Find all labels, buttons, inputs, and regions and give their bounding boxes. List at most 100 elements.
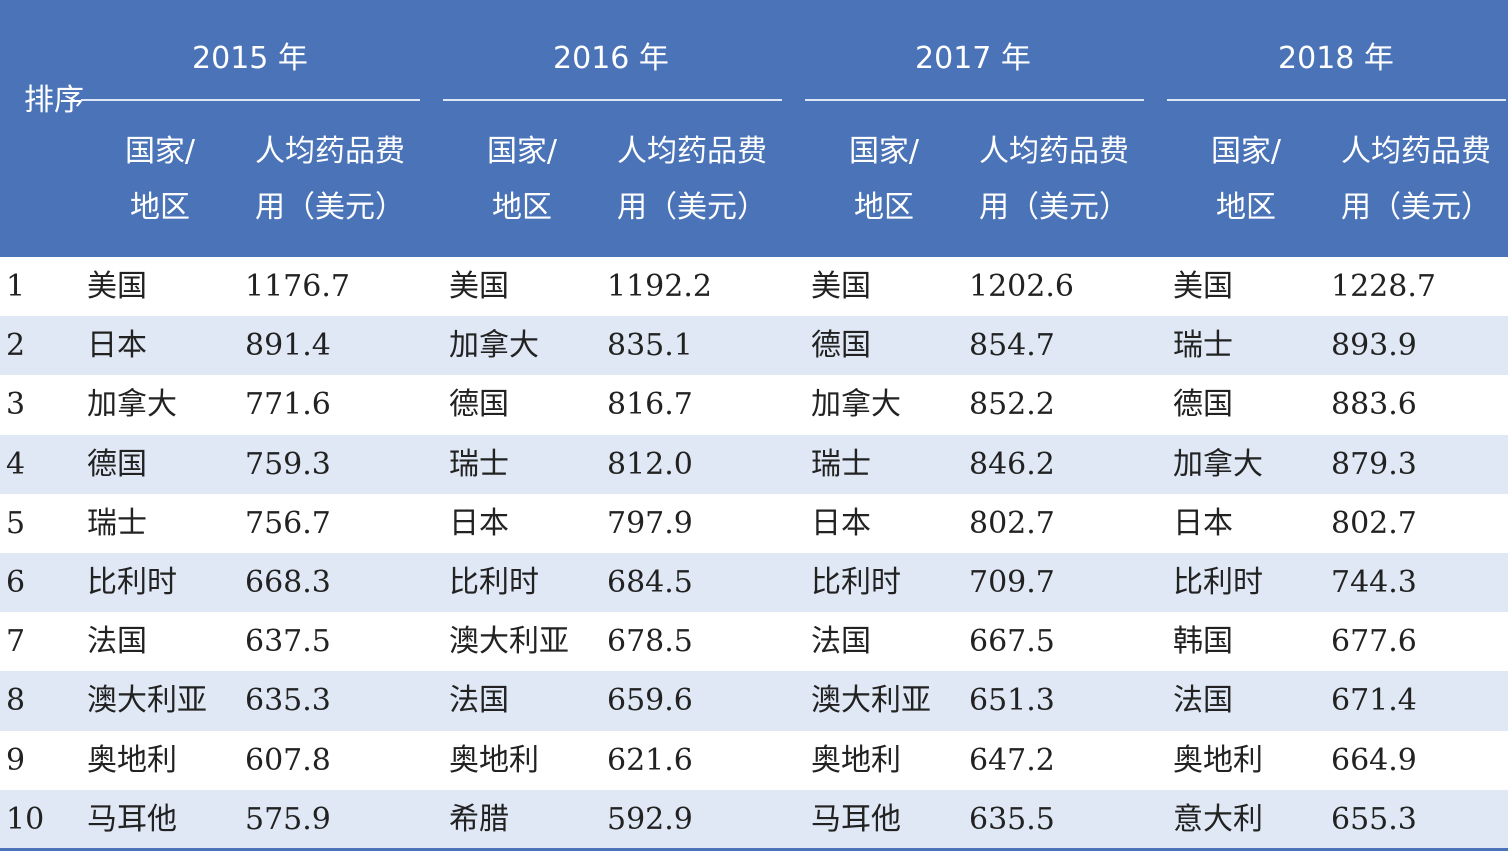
rank-cell: 10: [6, 801, 45, 837]
value-cell: 797.9: [607, 505, 693, 541]
value-cell: 744.3: [1331, 564, 1417, 600]
header-divider: [1167, 99, 1506, 101]
value-cell: 756.7: [245, 505, 331, 541]
country-cell: 澳大利亚: [811, 683, 931, 719]
value-header-line1: 人均药品费: [979, 134, 1129, 169]
value-column-header: 人均药品费 用（美元）: [240, 124, 420, 236]
country-cell: 加拿大: [1173, 446, 1263, 482]
country-header-line1: 国家/: [848, 134, 920, 169]
country-cell: 瑞士: [87, 505, 147, 541]
country-header-line2: 地区: [130, 190, 190, 225]
value-cell: 771.6: [245, 387, 331, 423]
value-cell: 709.7: [969, 564, 1055, 600]
country-cell: 德国: [1173, 387, 1233, 423]
value-header-line2: 用（美元）: [617, 190, 767, 225]
value-cell: 607.8: [245, 742, 331, 778]
value-header-line2: 用（美元）: [979, 190, 1129, 225]
country-cell: 瑞士: [449, 446, 509, 482]
country-cell: 美国: [449, 269, 509, 304]
country-cell: 奥地利: [811, 742, 901, 778]
country-cell: 法国: [87, 624, 147, 660]
country-header-line1: 国家/: [486, 134, 558, 169]
value-header-line1: 人均药品费: [255, 134, 405, 169]
country-cell: 日本: [87, 328, 147, 364]
country-cell: 美国: [811, 269, 871, 304]
country-cell: 德国: [811, 328, 871, 364]
table-bottom-rule: [0, 848, 1508, 851]
rank-cell: 1: [6, 269, 26, 304]
value-cell: 659.6: [607, 683, 693, 719]
country-cell: 加拿大: [811, 387, 901, 423]
country-cell: 德国: [87, 446, 147, 482]
country-cell: 加拿大: [87, 387, 177, 423]
value-cell: 635.5: [969, 801, 1055, 837]
table-row: 8 澳大利亚 635.3 法国 659.6 澳大利亚 651.3 法国 671.4: [0, 671, 1508, 731]
country-cell: 瑞士: [811, 446, 871, 482]
value-cell: 879.3: [1331, 446, 1417, 482]
value-cell: 655.3: [1331, 801, 1417, 837]
value-cell: 667.5: [969, 624, 1055, 660]
country-cell: 比利时: [1173, 564, 1263, 600]
year-2017-header: 2017 年: [915, 41, 1031, 76]
rank-cell: 5: [6, 505, 26, 541]
country-column-header: 国家/ 地区: [1186, 124, 1306, 236]
table-row: 3 加拿大 771.6 德国 816.7 加拿大 852.2 德国 883.6: [0, 375, 1508, 434]
rank-cell: 8: [6, 683, 26, 719]
country-header-line2: 地区: [492, 190, 552, 225]
country-cell: 法国: [811, 624, 871, 660]
table-row: 10 马耳他 575.9 希腊 592.9 马耳他 635.5 意大利 655.3: [0, 789, 1508, 849]
value-cell: 846.2: [969, 446, 1055, 482]
rank-cell: 2: [6, 328, 26, 364]
country-cell: 澳大利亚: [87, 683, 207, 719]
country-cell: 韩国: [1173, 624, 1233, 660]
value-column-header: 人均药品费 用（美元）: [964, 124, 1144, 236]
table-row: 4 德国 759.3 瑞士 812.0 瑞士 846.2 加拿大 879.3: [0, 434, 1508, 494]
country-cell: 马耳他: [811, 801, 901, 837]
value-cell: 802.7: [1331, 505, 1417, 541]
country-cell: 德国: [449, 387, 509, 423]
value-cell: 671.4: [1331, 683, 1417, 719]
value-cell: 852.2: [969, 387, 1055, 423]
value-cell: 647.2: [969, 742, 1055, 778]
table-row: 7 法国 637.5 澳大利亚 678.5 法国 667.5 韩国 677.6: [0, 612, 1508, 671]
country-cell: 马耳他: [87, 801, 177, 837]
country-cell: 希腊: [449, 801, 509, 837]
value-cell: 883.6: [1331, 387, 1417, 423]
value-column-header: 人均药品费 用（美元）: [1326, 124, 1506, 236]
value-header-line2: 用（美元）: [1341, 190, 1491, 225]
header-divider: [81, 99, 420, 101]
value-cell: 854.7: [969, 328, 1055, 364]
country-cell: 法国: [1173, 683, 1233, 719]
header-divider: [443, 99, 782, 101]
value-cell: 684.5: [607, 564, 693, 600]
year-2018-header: 2018 年: [1278, 41, 1394, 76]
value-cell: 759.3: [245, 446, 331, 482]
value-cell: 1192.2: [607, 269, 712, 304]
rank-header: 排序: [24, 73, 84, 129]
year-2015-header: 2015 年: [192, 41, 308, 76]
value-cell: 1176.7: [245, 269, 350, 304]
rank-cell: 9: [6, 742, 26, 778]
value-cell: 637.5: [245, 624, 331, 660]
country-cell: 日本: [449, 505, 509, 541]
rank-cell: 7: [6, 624, 26, 660]
value-cell: 891.4: [245, 328, 331, 364]
value-cell: 664.9: [1331, 742, 1417, 778]
table-header: 排序 2015 年 2016 年 2017 年 2018 年 国家/ 地区 人均…: [0, 0, 1508, 257]
table-body: 1 美国 1176.7 美国 1192.2 美国 1202.6 美国 1228.7 2 日本 891.…: [0, 257, 1508, 849]
country-header-line1: 国家/: [1210, 134, 1282, 169]
country-cell: 意大利: [1173, 801, 1263, 837]
value-cell: 621.6: [607, 742, 693, 778]
value-cell: 812.0: [607, 446, 693, 482]
value-cell: 678.5: [607, 624, 693, 660]
value-cell: 893.9: [1331, 328, 1417, 364]
rank-cell: 3: [6, 387, 26, 423]
value-cell: 835.1: [607, 328, 693, 364]
value-cell: 668.3: [245, 564, 331, 600]
country-cell: 美国: [87, 269, 147, 304]
value-cell: 1228.7: [1331, 269, 1436, 304]
value-cell: 816.7: [607, 387, 693, 423]
table-row: 5 瑞士 756.7 日本 797.9 日本 802.7 日本 802.7: [0, 494, 1508, 553]
country-cell: 日本: [1173, 505, 1233, 541]
